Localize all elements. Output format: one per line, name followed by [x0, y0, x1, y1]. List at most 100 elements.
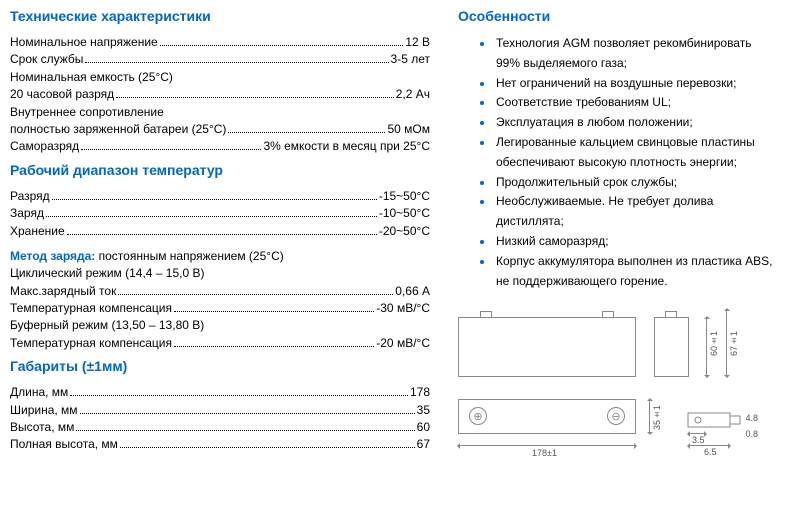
leader-dots: [76, 430, 414, 431]
spec-value: 3-5 лет: [391, 51, 430, 68]
leader-dots: [118, 294, 393, 295]
spec-row: Буферный режим (13,50 – 13,80 В): [10, 317, 430, 334]
minus-icon: ⊖: [607, 407, 625, 425]
heading-temp: Рабочий диапазон температур: [10, 162, 430, 178]
spec-value: 178: [410, 384, 430, 401]
dim-height: 60±1: [709, 331, 719, 356]
heading-dims: Габариты (±1мм): [10, 358, 430, 374]
spec-value: -15~50°C: [379, 188, 430, 205]
leader-dots: [70, 395, 408, 396]
spec-value: 3% емкости в месяц при 25°C: [263, 138, 430, 155]
method-label-rest: постоянным напряжением (25°C): [95, 249, 283, 263]
dim-t35: 3.5: [692, 435, 705, 445]
method-label: Метод заряда:: [10, 249, 95, 263]
feature-text: Низкий саморазряд;: [496, 234, 609, 248]
spec-label: 20 часовой разряд: [10, 86, 114, 103]
spec-row: Высота, мм 60: [10, 419, 430, 436]
spec-label: Разряд: [10, 188, 50, 205]
diagram-row-bottom: ⊕ ⊖ 35±1 178±1 4.8 3.5: [458, 399, 778, 452]
dimension-diagrams: 60±1 67±1 ⊕ ⊖ 35±1 178±1: [458, 309, 778, 452]
leader-dots: [46, 216, 377, 217]
spec-row: Полная высота, мм 67: [10, 436, 430, 453]
leader-dots: [85, 62, 388, 63]
spec-value: 67: [417, 436, 430, 453]
spec-row: Заряд -10~50°C: [10, 205, 430, 222]
dim-t08: 0.8: [745, 429, 758, 439]
method-title-row: Метод заряда: постоянным напряжением (25…: [10, 248, 430, 265]
spec-value: 35: [417, 402, 430, 419]
leader-dots: [80, 413, 415, 414]
spec-row: Разряд -15~50°C: [10, 188, 430, 205]
spec-row: Циклический режим (14,4 – 15,0 В): [10, 265, 430, 282]
spec-row: 20 часовой разряд 2,2 Ач: [10, 86, 430, 103]
spec-value: 12 В: [405, 34, 430, 51]
feature-text: Легированные кальцием свинцовые пластины…: [496, 135, 755, 169]
leader-dots: [120, 447, 415, 448]
feature-text: Продолжительный срок службы;: [496, 175, 677, 189]
spec-row: Саморазряд 3% емкости в месяц при 25°C: [10, 138, 430, 155]
spec-label: Длина, мм: [10, 384, 68, 401]
spec-row: Макс.зарядный ток 0,66 А: [10, 283, 430, 300]
list-item: Корпус аккумулятора выполнен из пластика…: [494, 252, 778, 292]
list-item: Легированные кальцием свинцовые пластины…: [494, 133, 778, 173]
spec-value: 50 мОм: [387, 121, 430, 138]
dim-width: 35±1: [652, 405, 662, 430]
left-column: Технические характеристики Номинальное н…: [10, 8, 430, 506]
feature-text: Необслуживаемые. Не требует долива дисти…: [496, 194, 713, 228]
spec-row: Температурная компенсация -30 мВ/°C: [10, 300, 430, 317]
spec-label: Полная высота, мм: [10, 436, 118, 453]
leader-dots: [160, 45, 404, 46]
feature-text: Эксплуатация в любом положении;: [496, 115, 693, 129]
spec-label: Температурная компенсация: [10, 300, 172, 317]
leader-dots: [52, 199, 377, 200]
spec-value: 0,66 А: [395, 283, 430, 300]
list-item: Необслуживаемые. Не требует долива дисти…: [494, 192, 778, 232]
spec-row: Длина, мм 178: [10, 384, 430, 401]
spec-label: Высота, мм: [10, 419, 74, 436]
spec-label: полностью заряженной батареи (25°C): [10, 121, 226, 138]
diagram-front: [458, 309, 636, 381]
spec-label: Срок службы: [10, 51, 83, 68]
diagram-side: 60±1 67±1: [654, 309, 689, 381]
dim-length: 178±1: [532, 448, 557, 458]
list-item: Продолжительный срок службы;: [494, 173, 778, 193]
feature-text: Технология AGM позволяет рекомбинировать…: [496, 36, 751, 70]
spec-row: Температурная компенсация -20 мВ/°C: [10, 335, 430, 352]
heading-tech: Технические характеристики: [10, 8, 430, 24]
spec-label: Хранение: [10, 223, 65, 240]
spec-row: Внутреннее сопротивление: [10, 104, 430, 121]
dim-t48: 4.8: [745, 413, 758, 423]
leader-dots: [174, 346, 374, 347]
leader-dots: [174, 311, 374, 312]
spec-value: 60: [417, 419, 430, 436]
spec-row: Ширина, мм 35: [10, 402, 430, 419]
heading-features: Особенности: [458, 8, 778, 24]
spec-row: Номинальная емкость (25°C): [10, 69, 430, 86]
features-list: Технология AGM позволяет рекомбинировать…: [458, 34, 778, 291]
leader-dots: [228, 132, 385, 133]
leader-dots: [67, 234, 377, 235]
spec-label: Макс.зарядный ток: [10, 283, 116, 300]
list-item: Низкий саморазряд;: [494, 232, 778, 252]
spec-label: Номинальное напряжение: [10, 34, 158, 51]
feature-text: Корпус аккумулятора выполнен из пластика…: [496, 254, 773, 288]
leader-dots: [81, 149, 261, 150]
list-item: Эксплуатация в любом положении;: [494, 113, 778, 133]
right-column: Особенности Технология AGM позволяет рек…: [458, 8, 778, 506]
spec-value: -20 мВ/°C: [376, 335, 430, 352]
dim-full-height: 67±1: [729, 331, 739, 356]
list-item: Соответствие требованиям UL;: [494, 93, 778, 113]
spec-row: Номинальное напряжение 12 В: [10, 34, 430, 51]
diagram-row-top: 60±1 67±1: [458, 309, 778, 381]
list-item: Технология AGM позволяет рекомбинировать…: [494, 34, 778, 74]
spec-value: 2,2 Ач: [396, 86, 430, 103]
diagram-terminal: 4.8 3.5 6.5 0.8: [684, 399, 744, 452]
plus-icon: ⊕: [469, 407, 487, 425]
spec-row: Срок службы 3-5 лет: [10, 51, 430, 68]
spec-value: -30 мВ/°C: [376, 300, 430, 317]
feature-text: Нет ограничений на воздушные перевозки;: [496, 76, 736, 90]
spec-value: -20~50°C: [379, 223, 430, 240]
spec-label: Температурная компенсация: [10, 335, 172, 352]
dim-t65: 6.5: [704, 447, 717, 457]
spec-row: полностью заряженной батареи (25°C) 50 м…: [10, 121, 430, 138]
